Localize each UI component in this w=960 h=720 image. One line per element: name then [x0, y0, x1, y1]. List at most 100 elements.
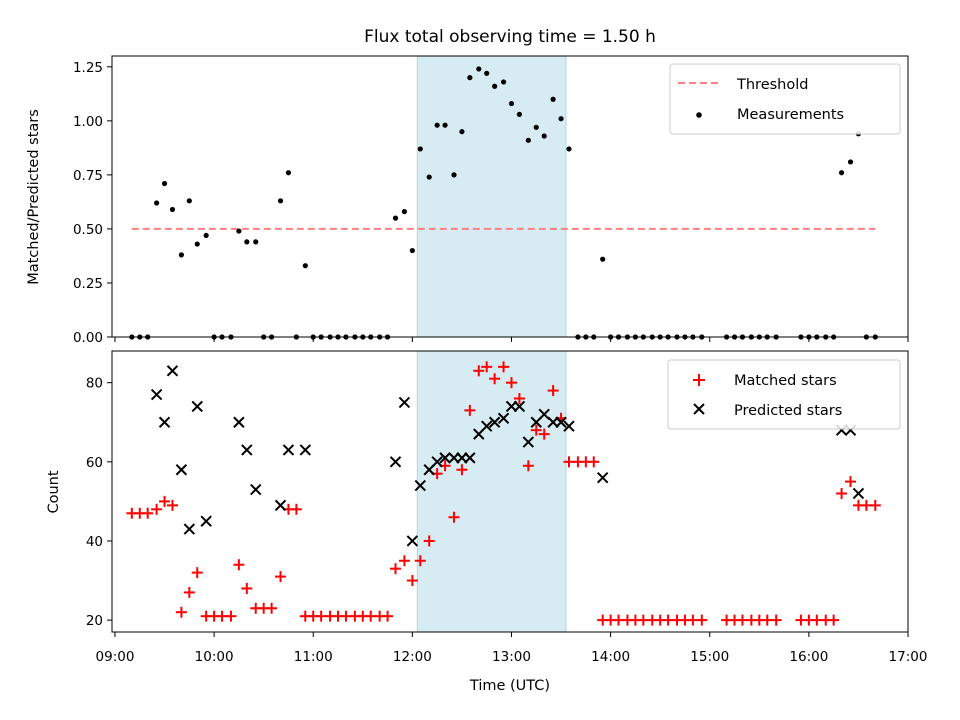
predicted-point-b: [439, 452, 451, 464]
matched-point: [183, 586, 195, 598]
matched-point: [530, 424, 542, 436]
measurement-point: [484, 70, 490, 76]
predicted-point: [398, 396, 411, 409]
predicted-point: [200, 515, 212, 527]
measurement-point: [533, 124, 539, 130]
x-tick-label: 17:00: [889, 649, 928, 665]
predicted-point: [480, 420, 493, 432]
matched-point: [770, 614, 782, 626]
legend-matched-swatch: [693, 374, 705, 386]
matched-point: [505, 377, 517, 389]
matched-point: [225, 610, 237, 622]
x-tick-label: 10:00: [195, 649, 234, 665]
measurement-point: [516, 111, 523, 117]
measurement-point: [558, 116, 564, 122]
bottom-axes-frame: [111, 350, 909, 633]
x-tick-label: 15:00: [690, 649, 729, 665]
top-y-tick-label: 0.00: [73, 330, 103, 346]
measurement-point: [277, 198, 284, 204]
x-tick-label: 16:00: [789, 649, 828, 665]
legend-predicted-swatch: [693, 403, 705, 415]
bottom-y-axis: 20 40 60 80: [86, 376, 112, 629]
measurement-point: [459, 129, 465, 135]
matched-point: [456, 464, 468, 476]
predicted-point: [406, 535, 419, 547]
measurement-point: [417, 146, 423, 152]
predicted-point: [596, 471, 609, 484]
predicted-point-b: [513, 400, 526, 413]
predicted-point-b: [522, 436, 535, 448]
predicted-point: [439, 452, 451, 464]
bottom-shade: [416, 350, 567, 633]
top-y-tick-label: 0.25: [73, 276, 103, 292]
bottom-x-axis: 09:00 10:00 11:00 12:00 13:00 14:00 15:00 16:00…: [96, 632, 928, 665]
matched-point: [481, 361, 493, 373]
matched-point: [382, 610, 394, 622]
matched-point: [696, 614, 708, 626]
legend-predicted-label: Predicted stars: [734, 403, 842, 419]
matched-point: [290, 503, 302, 515]
predicted-point: [241, 444, 253, 456]
top-y-tick-label: 0.75: [73, 168, 103, 184]
predicted-point-b: [250, 483, 262, 496]
predicted-point: [389, 456, 402, 468]
predicted-point-b: [488, 416, 501, 428]
measurement-point: [550, 96, 556, 102]
measurement-point: [541, 133, 547, 139]
predicted-point: [299, 444, 312, 456]
predicted-point: [513, 400, 526, 413]
matched-point: [498, 361, 510, 373]
predicted-point: [464, 452, 476, 464]
predicted-point: [431, 456, 443, 468]
predicted-point: [522, 436, 535, 448]
predicted-point: [488, 416, 501, 428]
measurement-point: [434, 122, 440, 128]
measurement-point: [426, 174, 432, 180]
x-tick-label: 14:00: [591, 649, 630, 665]
predicted-point-b: [852, 487, 865, 500]
matched-point: [522, 460, 534, 472]
predicted-point: [250, 483, 262, 496]
matched-point: [166, 499, 178, 511]
bottom-y-tick-label: 80: [86, 376, 103, 392]
measurement-point: [467, 75, 473, 81]
measurement-point: [302, 263, 308, 269]
matched-point: [414, 555, 426, 567]
matched-point: [390, 563, 402, 575]
measurement-point: [409, 247, 415, 254]
predicted-point-b: [175, 464, 188, 476]
predicted-point: [555, 416, 567, 428]
predicted-point: [852, 487, 865, 500]
predicted-point: [282, 444, 295, 456]
matched-point: [464, 404, 476, 416]
predicted-point-b: [233, 416, 245, 428]
measurement-point: [442, 122, 448, 128]
matched-point: [828, 614, 840, 626]
matched-point: [151, 503, 163, 515]
predicted-point-b: [274, 499, 287, 512]
predicted-point-b: [241, 444, 253, 456]
top-x-ticks: [114, 337, 909, 342]
predicted-point-b: [299, 444, 312, 456]
predicted-point: [414, 479, 426, 492]
predicted-point: [166, 365, 179, 377]
predicted-point-b: [414, 479, 426, 492]
predicted-point-b: [406, 535, 419, 547]
top-y-tick-label: 1.25: [73, 60, 103, 76]
top-y-tick-label: 0.50: [73, 222, 103, 238]
top-y-tick-label: 1.00: [73, 114, 103, 130]
bottom-y-tick-label: 20: [86, 613, 103, 629]
measurement-point: [566, 146, 572, 152]
matched-point: [142, 507, 154, 519]
predicted-point: [274, 499, 287, 512]
matched-point: [538, 428, 550, 440]
predicted-point-b: [282, 444, 295, 456]
measurement-point: [154, 200, 160, 206]
measurement-point: [253, 239, 259, 245]
chart-title: Flux total observing time = 1.50 h: [364, 27, 656, 47]
measurement-point: [508, 100, 515, 107]
predicted-point: [150, 388, 163, 401]
predicted-point-b: [158, 416, 171, 428]
predicted-point-b: [398, 396, 411, 409]
